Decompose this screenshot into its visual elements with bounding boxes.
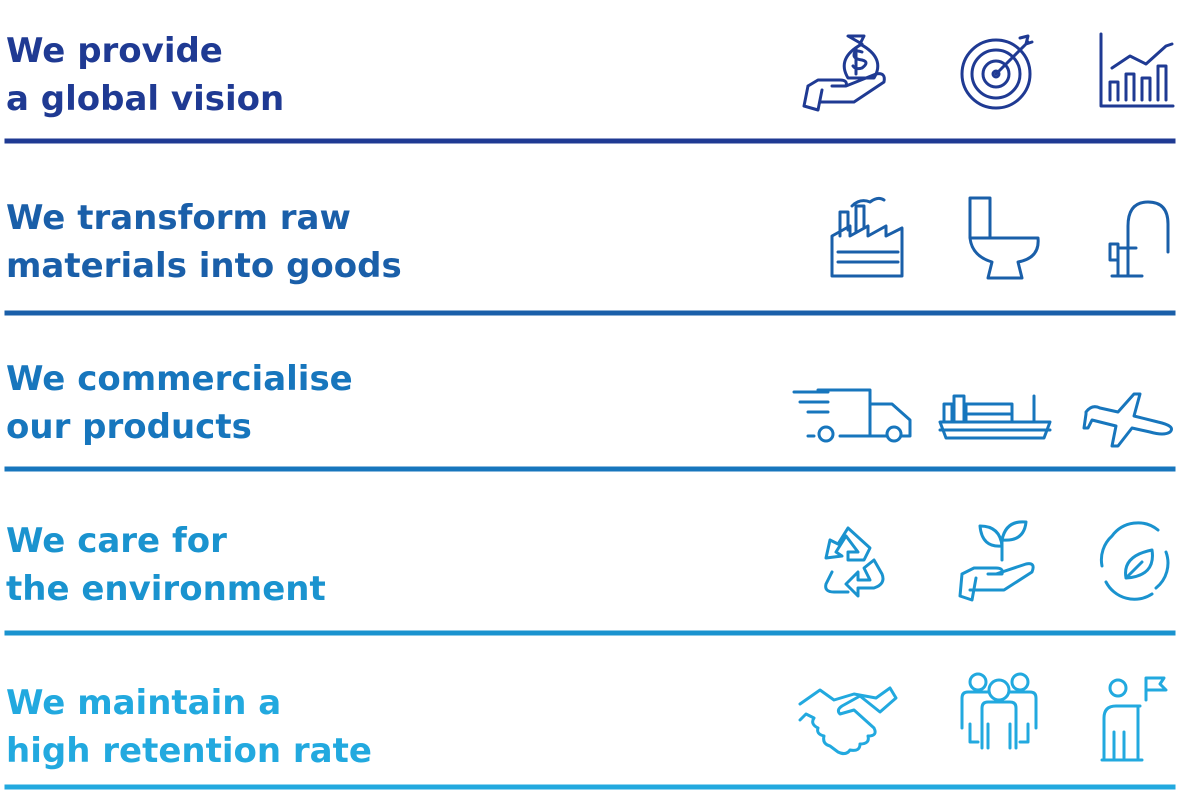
divider [4, 138, 1176, 144]
row-title: We provide [6, 31, 223, 71]
row-title: We transform raw [6, 198, 351, 238]
icons [792, 388, 1173, 448]
divider [4, 630, 1176, 636]
row-title: the environment [6, 569, 326, 609]
row-title: We maintain a [6, 683, 281, 723]
row-title: We care for [6, 521, 227, 561]
row-title: We commercialise [6, 359, 353, 399]
row-title: high retention rate [6, 731, 372, 771]
icons [824, 520, 1170, 602]
divider [4, 466, 1176, 472]
row-title: a global vision [6, 79, 284, 119]
divider [4, 310, 1176, 316]
row-title: materials into goods [6, 246, 402, 286]
divider [4, 784, 1176, 790]
row-title: our products [6, 407, 252, 447]
icons [830, 196, 1170, 280]
icons [798, 672, 1168, 762]
icons [802, 32, 1175, 112]
